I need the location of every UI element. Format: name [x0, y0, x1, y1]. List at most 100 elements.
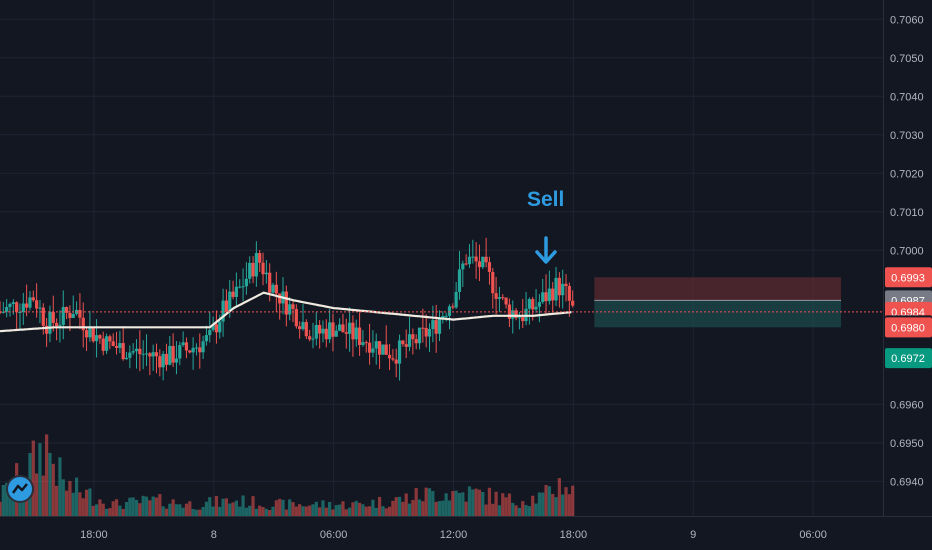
candle-body[interactable] — [254, 253, 258, 277]
candle-body[interactable] — [331, 322, 335, 337]
candle-body[interactable] — [141, 353, 145, 355]
candle-body[interactable] — [487, 262, 492, 272]
candle-body[interactable] — [481, 256, 485, 268]
candle-body[interactable] — [1, 311, 5, 313]
candle-body[interactable] — [461, 263, 465, 270]
candle-body[interactable] — [397, 340, 402, 364]
candle-body[interactable] — [128, 352, 132, 358]
candle-body[interactable] — [198, 347, 202, 353]
candle-body[interactable] — [188, 350, 192, 353]
candle-body[interactable] — [48, 311, 52, 334]
price-axis[interactable]: 0.7060 0.7050 0.7040 0.7030 0.7020 0.7010 0.70… — [890, 14, 924, 488]
candle-body[interactable] — [457, 269, 462, 292]
candle-body[interactable] — [251, 262, 255, 277]
candle-body[interactable] — [521, 317, 525, 322]
candle-body[interactable] — [437, 318, 442, 334]
candle-body[interactable] — [537, 302, 541, 307]
candle-body[interactable] — [151, 352, 155, 357]
candle-body[interactable] — [501, 297, 505, 299]
candle-body[interactable] — [154, 352, 159, 357]
candle-body[interactable] — [474, 256, 478, 262]
candle-body[interactable] — [557, 277, 561, 296]
candle-body[interactable] — [171, 345, 175, 363]
candle-body[interactable] — [271, 284, 275, 293]
candle-body[interactable] — [51, 311, 55, 323]
candle-body[interactable] — [301, 322, 305, 330]
candle-body[interactable] — [101, 338, 105, 351]
candle-body[interactable] — [451, 306, 455, 308]
candle-body[interactable] — [104, 336, 109, 351]
candle-body[interactable] — [471, 256, 475, 258]
candle-body[interactable] — [131, 351, 135, 353]
time-axis[interactable]: 18:00 8 06:00 12:00 18:00 9 06:00 — [80, 529, 827, 541]
candle-body[interactable] — [88, 327, 92, 338]
candle-body[interactable] — [484, 256, 488, 263]
candle-body[interactable] — [218, 321, 222, 333]
candle-body[interactable] — [268, 272, 272, 293]
short-position-tool[interactable] — [594, 277, 842, 328]
tradingview-logo-icon[interactable] — [6, 475, 34, 503]
candle-body[interactable] — [284, 291, 288, 315]
candle-body[interactable] — [527, 299, 532, 309]
candle-body[interactable] — [5, 306, 9, 312]
candle-body[interactable] — [274, 284, 278, 294]
candle-body[interactable] — [68, 312, 72, 318]
candle-body[interactable] — [411, 334, 415, 340]
candle-body[interactable] — [178, 345, 182, 359]
candle-body[interactable] — [231, 291, 235, 297]
candle-body[interactable] — [124, 357, 129, 360]
candle-body[interactable] — [108, 336, 112, 342]
candle-body[interactable] — [551, 288, 555, 301]
candle-body[interactable] — [174, 358, 179, 363]
candle-body[interactable] — [11, 302, 15, 304]
candle-body[interactable] — [334, 330, 338, 337]
candle-body[interactable] — [168, 345, 172, 365]
candle-body[interactable] — [491, 271, 495, 294]
candle-body[interactable] — [298, 326, 302, 330]
candle-body[interactable] — [531, 299, 535, 310]
candle-body[interactable] — [261, 262, 265, 275]
candle-body[interactable] — [561, 283, 565, 296]
candle-body[interactable] — [18, 312, 22, 314]
candle-body[interactable] — [201, 341, 205, 353]
candle-body[interactable] — [35, 300, 39, 309]
candle-body[interactable] — [357, 327, 362, 345]
candle-body[interactable] — [221, 300, 225, 322]
candle-body[interactable] — [467, 256, 472, 265]
candle-body[interactable] — [384, 344, 388, 355]
candle-body[interactable] — [288, 304, 292, 315]
candle-body[interactable] — [181, 342, 185, 346]
candle-body[interactable] — [111, 341, 115, 347]
candle-body[interactable] — [94, 335, 99, 342]
candle-body[interactable] — [434, 320, 438, 334]
candle-body[interactable] — [55, 322, 59, 326]
candle-body[interactable] — [64, 306, 69, 313]
candle-body[interactable] — [544, 292, 548, 302]
candle-body[interactable] — [211, 324, 215, 330]
candle-body[interactable] — [407, 334, 412, 347]
candle-body[interactable] — [414, 339, 418, 344]
candle-body[interactable] — [98, 335, 102, 339]
candle-body[interactable] — [344, 332, 348, 334]
candle-body[interactable] — [328, 322, 332, 340]
candle-body[interactable] — [294, 308, 298, 327]
candle-body[interactable] — [348, 322, 352, 334]
candle-body[interactable] — [114, 346, 119, 348]
candle-body[interactable] — [38, 307, 42, 309]
candle-body[interactable] — [84, 330, 89, 338]
candle-body[interactable] — [21, 303, 25, 313]
candle-body[interactable] — [118, 343, 122, 348]
candle-body[interactable] — [25, 303, 29, 308]
candle-body[interactable] — [447, 306, 452, 316]
candle-body[interactable] — [517, 317, 522, 319]
candle-body[interactable] — [454, 291, 458, 308]
candle-body[interactable] — [354, 327, 358, 340]
candle-body[interactable] — [424, 327, 428, 337]
candle-body[interactable] — [477, 261, 482, 268]
candle-body[interactable] — [45, 325, 49, 334]
candle-body[interactable] — [308, 336, 312, 340]
candle-body[interactable] — [214, 324, 219, 333]
candle-body[interactable] — [164, 353, 169, 365]
candle-body[interactable] — [208, 329, 212, 336]
